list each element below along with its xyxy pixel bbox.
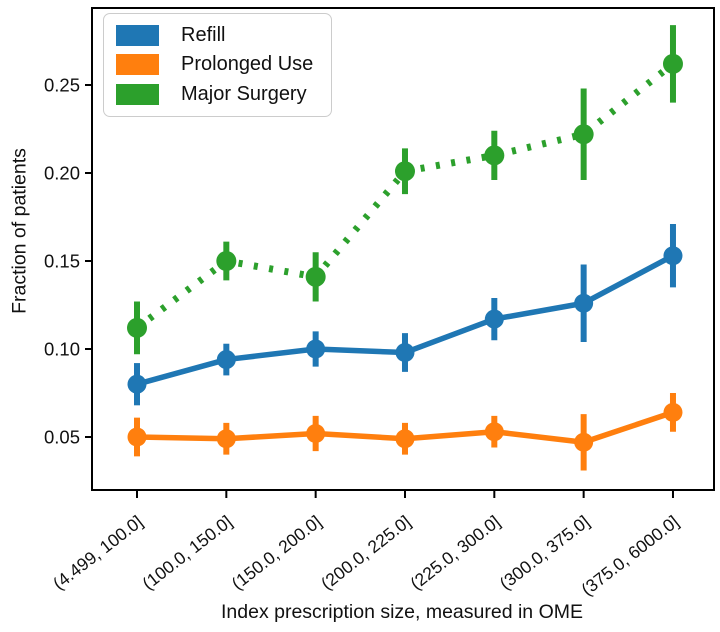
y-axis-title: Fraction of patients <box>8 148 31 314</box>
x-tick-label: (150.0, 200.0] <box>228 511 325 593</box>
data-point-major-surgery <box>573 124 594 145</box>
legend-swatch-refill <box>116 25 159 47</box>
y-tick-label: 0.05 <box>44 427 80 448</box>
y-tick-label: 0.10 <box>44 339 80 360</box>
x-tick-label: (375.0, 6000.0] <box>577 511 682 599</box>
data-point-refill <box>306 339 326 359</box>
data-point-major-surgery <box>216 251 237 271</box>
data-point-major-surgery <box>127 317 147 338</box>
data-point-prolonged-use <box>574 432 594 452</box>
data-point-prolonged-use <box>306 423 326 443</box>
legend-label-prolonged-use: Prolonged Use <box>181 53 314 76</box>
data-point-refill <box>127 374 147 394</box>
y-tick-label: 0.15 <box>44 251 80 272</box>
x-tick-label: (200.0, 225.0] <box>317 511 414 593</box>
data-point-major-surgery <box>662 53 683 74</box>
data-point-refill <box>663 246 683 266</box>
y-tick-label: 0.25 <box>44 75 80 96</box>
legend-item-prolonged-use: Prolonged Use <box>116 53 319 76</box>
x-tick-label: (100.0, 150.0] <box>138 511 235 593</box>
x-tick-label: (4.499, 100.0] <box>49 511 146 593</box>
x-tick-label: (300.0, 375.0] <box>496 511 593 593</box>
data-point-prolonged-use <box>216 429 236 449</box>
legend-item-refill: Refill <box>116 24 319 47</box>
legend-label-refill: Refill <box>181 24 226 47</box>
legend-swatch-prolonged-use <box>116 54 159 76</box>
data-point-refill <box>216 350 236 370</box>
legend: Refill Prolonged Use Major Surgery <box>103 13 332 117</box>
legend-label-major-surgery: Major Surgery <box>181 82 307 105</box>
data-point-prolonged-use <box>395 429 415 449</box>
data-point-refill <box>395 343 415 363</box>
data-point-refill <box>574 293 594 313</box>
plot-frame <box>91 7 715 491</box>
data-point-major-surgery <box>305 266 326 287</box>
x-tick-label: (225.0, 300.0] <box>406 511 503 593</box>
data-point-prolonged-use <box>484 422 504 442</box>
y-tick-label: 0.20 <box>44 163 80 184</box>
data-point-prolonged-use <box>127 427 147 447</box>
data-point-refill <box>484 309 504 329</box>
legend-swatch-major-surgery <box>116 83 159 105</box>
data-point-major-surgery <box>394 161 415 182</box>
data-point-prolonged-use <box>663 402 683 422</box>
data-point-major-surgery <box>484 145 505 166</box>
x-axis-title: Index prescription size, measured in OME <box>221 601 583 623</box>
legend-item-major-surgery: Major Surgery <box>116 83 319 106</box>
